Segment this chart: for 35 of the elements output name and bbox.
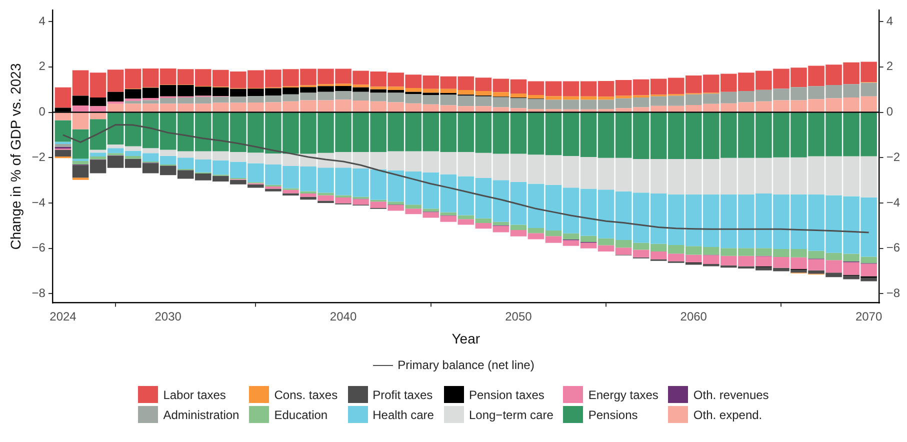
- x-axis-title: Year: [452, 330, 480, 346]
- legend-label: Oth. expend.: [693, 408, 762, 422]
- y-tick-label: −4: [32, 195, 46, 210]
- legend-label: Energy taxes: [588, 388, 658, 402]
- y-tick-label: −6: [32, 240, 46, 255]
- y-tick-label: 2: [38, 59, 46, 74]
- legend-label: Pensions: [588, 408, 638, 422]
- x-tick-label: 2070: [855, 309, 882, 324]
- y-tick-label: −2: [32, 150, 46, 164]
- legend-label: Cons. taxes: [274, 388, 338, 402]
- legend-label: Health care: [372, 408, 434, 422]
- legend-label: Oth. revenues: [693, 388, 769, 402]
- y2-tick-label: −2: [886, 150, 900, 164]
- legend-label: Primary balance (net line): [398, 358, 534, 372]
- legend-label: Long−term care: [468, 408, 554, 422]
- legend-label: Administration: [163, 408, 240, 422]
- y-tick-label: 4: [38, 14, 46, 28]
- y-tick-label: −8: [32, 286, 46, 300]
- y2-tick-label: 4: [886, 14, 894, 28]
- legend-label: Labor taxes: [163, 388, 226, 402]
- x-tick-label: 2040: [330, 309, 357, 324]
- y2-tick-label: −8: [886, 286, 900, 300]
- x-tick-label: 2030: [154, 309, 182, 324]
- y2-tick-label: −6: [886, 240, 900, 255]
- y-axis-title: Change in % of GDP vs. 2023: [7, 63, 24, 250]
- x-tick-label: 2050: [505, 309, 532, 324]
- y2-tick-label: −4: [886, 195, 900, 210]
- y2-tick-label: 2: [886, 59, 894, 74]
- legend-label: Profit taxes: [372, 388, 433, 402]
- legend-label: Pension taxes: [468, 388, 544, 402]
- x-tick-label: 2060: [680, 309, 708, 324]
- y2-tick-label: 0: [886, 104, 894, 119]
- y-tick-label: 0: [38, 104, 46, 119]
- x-tick-label: 2024: [50, 309, 77, 324]
- legend-label: Education: [274, 408, 328, 422]
